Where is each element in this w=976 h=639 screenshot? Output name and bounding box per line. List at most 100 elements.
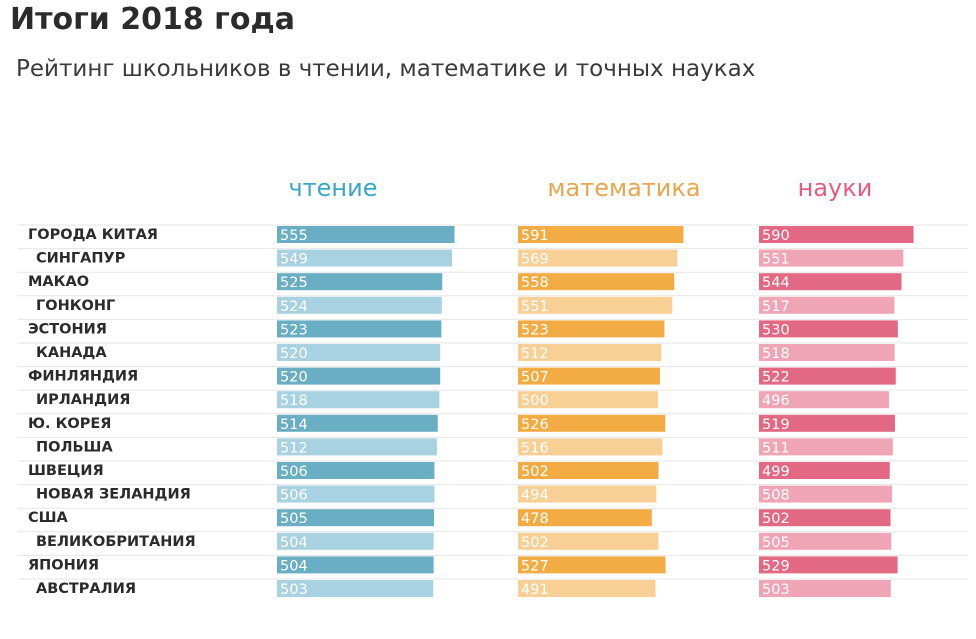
series-header-2: науки — [798, 174, 873, 202]
bar-0 — [277, 320, 442, 338]
bar-value-label: 502 — [521, 464, 549, 480]
bar-value-label: 555 — [280, 228, 308, 244]
bar-1 — [518, 296, 673, 314]
bar-value-label: 522 — [762, 370, 790, 386]
series-header-0: чтение — [289, 174, 378, 202]
bar-2 — [759, 485, 893, 503]
bar-value-label: 525 — [280, 275, 308, 291]
bar-1 — [518, 367, 660, 385]
bar-value-label: 551 — [521, 299, 549, 315]
bar-1 — [518, 580, 656, 597]
bar-value-label: 591 — [521, 228, 549, 244]
bar-0 — [277, 509, 435, 527]
bar-value-label: 503 — [762, 582, 790, 598]
bar-value-label: 590 — [762, 228, 790, 244]
category-label: ВЕЛИКОБРИТАНИЯ — [36, 534, 196, 550]
category-label: МАКАО — [28, 274, 89, 290]
bar-2 — [759, 226, 914, 243]
bar-1 — [518, 273, 675, 291]
bar-value-label: 507 — [521, 370, 549, 386]
bar-1 — [518, 226, 684, 243]
bar-value-label: 551 — [762, 252, 790, 268]
bar-value-label: 529 — [762, 558, 790, 574]
bar-value-label: 518 — [280, 393, 308, 409]
bar-2 — [759, 249, 904, 267]
bar-value-label: 504 — [280, 535, 308, 551]
category-label: НОВАЯ ЗЕЛАНДИЯ — [36, 487, 191, 503]
category-label: ЯПОНИЯ — [28, 557, 99, 573]
category-label: ШВЕЦИЯ — [28, 463, 104, 479]
bar-1 — [518, 532, 659, 550]
bar-value-label: 496 — [762, 393, 790, 409]
bar-value-label: 511 — [762, 440, 790, 456]
category-label: ПОЛЬША — [36, 439, 113, 455]
bar-2 — [759, 414, 895, 432]
chart-title: Итоги 2018 года — [10, 2, 295, 37]
bar-value-label: 523 — [521, 322, 549, 338]
bar-0 — [277, 438, 437, 456]
bar-value-label: 503 — [280, 582, 308, 598]
chart-subtitle: Рейтинг школьников в чтении, математике … — [16, 56, 756, 82]
bar-value-label: 516 — [521, 440, 549, 456]
bar-2 — [759, 462, 890, 479]
bar-0 — [277, 556, 434, 574]
bar-2 — [759, 273, 902, 291]
bar-2 — [759, 296, 895, 314]
bar-value-label: 569 — [521, 252, 549, 268]
bar-value-label: 500 — [521, 393, 549, 409]
bar-0 — [277, 580, 434, 597]
bar-value-label: 520 — [280, 370, 308, 386]
category-label: ЭСТОНИЯ — [28, 321, 107, 337]
bar-1 — [518, 556, 666, 574]
bar-value-label: 524 — [280, 299, 308, 315]
bar-value-label: 558 — [521, 275, 549, 291]
bar-value-label: 527 — [521, 558, 549, 574]
bar-value-label: 494 — [521, 488, 549, 504]
category-label: СИНГАПУР — [36, 251, 126, 267]
category-label: США — [28, 510, 69, 526]
bar-1 — [518, 320, 665, 338]
category-label: КАНАДА — [36, 345, 107, 361]
bar-value-label: 549 — [280, 252, 308, 268]
bar-value-label: 519 — [762, 417, 790, 433]
bar-value-label: 512 — [280, 440, 308, 456]
bar-1 — [518, 344, 662, 361]
bar-value-label: 491 — [521, 582, 549, 598]
bar-value-label: 478 — [521, 511, 549, 527]
bar-1 — [518, 462, 659, 479]
bar-0 — [277, 485, 435, 503]
bar-value-label: 512 — [521, 346, 549, 362]
category-label: Ю. КОРЕЯ — [28, 416, 111, 432]
bar-value-label: 504 — [280, 558, 308, 574]
category-label: АВСТРАЛИЯ — [36, 581, 136, 597]
bar-0 — [277, 273, 443, 291]
bar-1 — [518, 509, 652, 527]
bar-value-label: 502 — [762, 511, 790, 527]
bar-value-label: 505 — [280, 511, 308, 527]
bar-value-label: 505 — [762, 535, 790, 551]
bar-value-label: 499 — [762, 464, 790, 480]
bar-value-label: 530 — [762, 322, 790, 338]
bar-value-label: 506 — [280, 488, 308, 504]
bar-0 — [277, 226, 455, 243]
bar-0 — [277, 296, 442, 314]
bar-0 — [277, 391, 440, 409]
bar-0 — [277, 344, 441, 361]
category-label: ГОНКОНГ — [36, 298, 115, 314]
bar-2 — [759, 344, 895, 361]
category-label: ГОРОДА КИТАЯ — [28, 227, 158, 243]
bar-0 — [277, 462, 435, 479]
bar-value-label: 518 — [762, 346, 790, 362]
bar-value-label: 508 — [762, 488, 790, 504]
bar-value-label: 514 — [280, 417, 308, 433]
bar-2 — [759, 556, 898, 574]
bar-value-label: 520 — [280, 346, 308, 362]
bar-1 — [518, 414, 666, 432]
bar-1 — [518, 249, 678, 267]
bar-value-label: 517 — [762, 299, 790, 315]
bar-0 — [277, 414, 438, 432]
bar-0 — [277, 532, 434, 550]
bar-2 — [759, 580, 891, 597]
bar-value-label: 523 — [280, 322, 308, 338]
